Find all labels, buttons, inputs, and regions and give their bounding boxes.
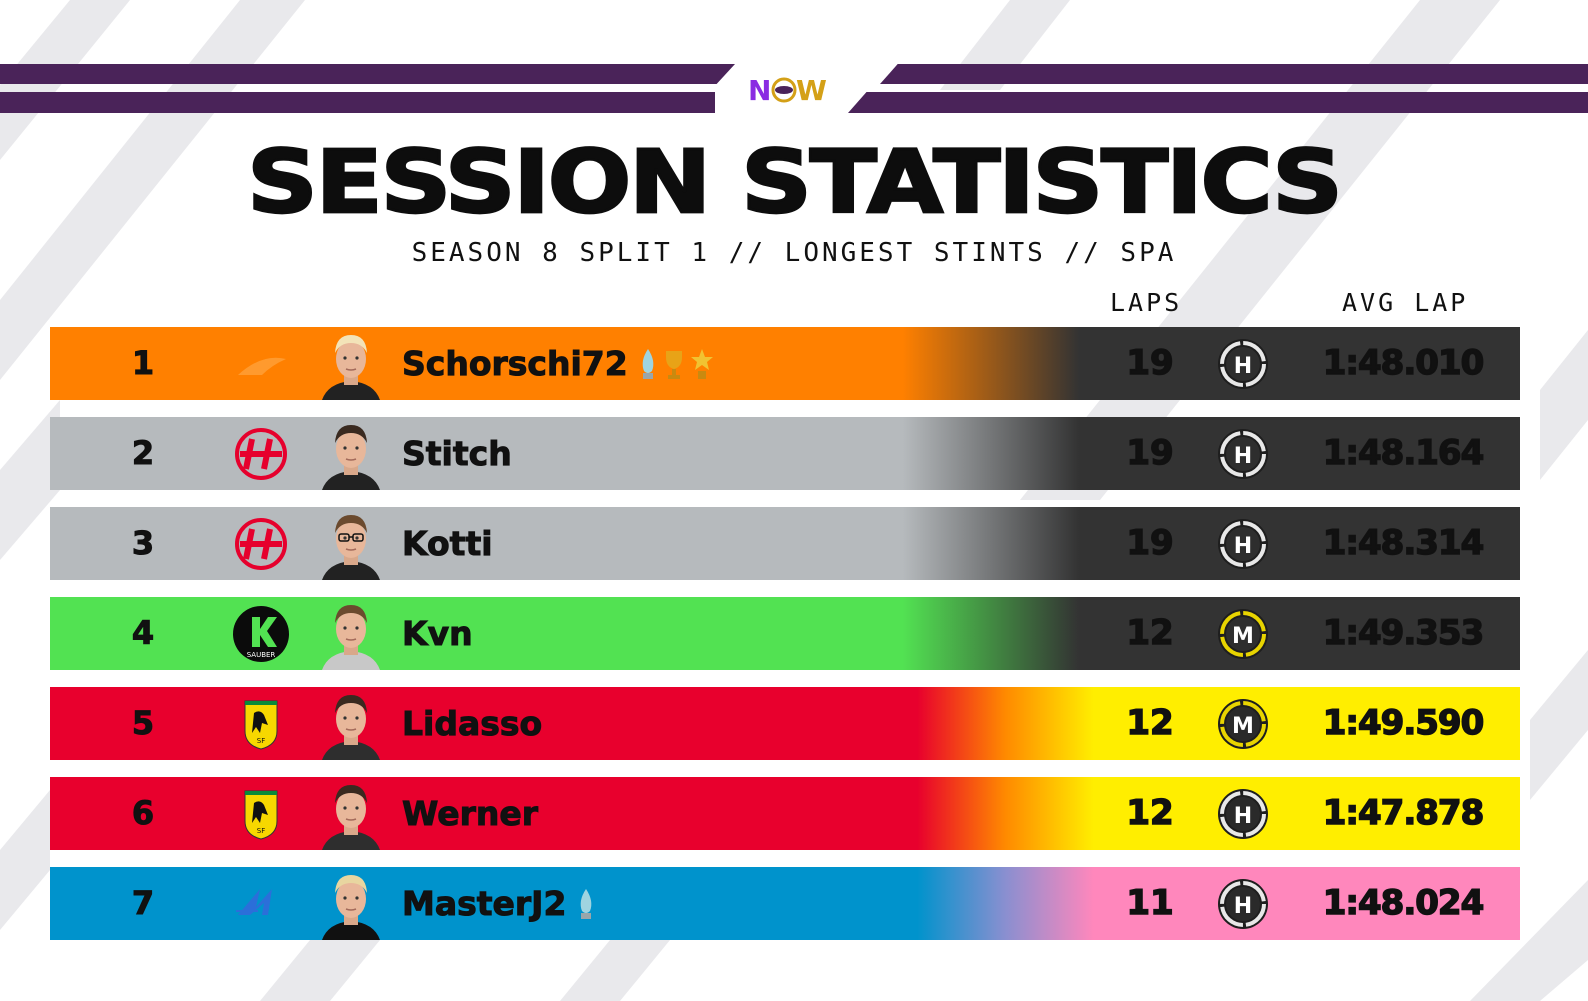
driver-name: MasterJ2 (401, 884, 567, 924)
haas-logo-icon (232, 515, 290, 573)
star-trophy-icon (690, 347, 714, 385)
header-band-right-bottom (848, 92, 1588, 113)
position-number: 7 (131, 884, 155, 923)
position-number: 3 (131, 524, 155, 563)
laps-value: 19 (1126, 342, 1175, 384)
hard-tyre-icon: H (1216, 517, 1270, 571)
now-logo: N W (748, 70, 838, 110)
avg-lap-value: 1:49.353 (1322, 612, 1485, 654)
driver-avatar (318, 327, 384, 400)
drop-trophy-icon (638, 347, 658, 385)
driver-avatar (318, 777, 384, 850)
laps-value: 19 (1126, 522, 1175, 564)
hard-tyre-icon: H (1216, 877, 1270, 931)
driver-name: Schorschi72 (402, 344, 629, 384)
driver-name: Kotti (402, 524, 494, 564)
sauber-logo-icon: SAUBER (232, 605, 290, 663)
driver-name: Werner (401, 794, 539, 834)
trophy-icon (662, 347, 686, 385)
hard-tyre-icon: H (1216, 337, 1270, 391)
laps-value: 11 (1126, 882, 1175, 924)
standings-row: 4 SAUBER Kvn 12 M 1:49.353 (50, 597, 1520, 670)
ferrari-logo-icon: SF (232, 695, 290, 753)
driver-name: Kvn (402, 614, 474, 654)
svg-text:SAUBER: SAUBER (247, 651, 276, 659)
page-subtitle: SEASON 8 SPLIT 1 // LONGEST STINTS // SP… (411, 238, 1177, 268)
laps-column-header: LAPS (1110, 288, 1183, 317)
hard-tyre-icon: H (1216, 787, 1270, 841)
laps-value: 12 (1126, 792, 1175, 834)
svg-text:M: M (1232, 624, 1254, 649)
standings-row: 3 Kotti 19 H 1:48.314 (50, 507, 1520, 580)
standings-row: 6 SF Werner 12 H 1:47.878 (50, 777, 1520, 850)
standings-row: 7 MasterJ2 11 H 1:48.024 (50, 867, 1520, 940)
svg-text:N: N (748, 74, 770, 107)
svg-text:H: H (1234, 894, 1252, 919)
position-number: 6 (131, 794, 155, 833)
standings-row: 5 SF Lidasso 12 M 1:49.590 (50, 687, 1520, 760)
position-number: 4 (131, 614, 155, 653)
driver-avatar (318, 687, 384, 760)
avg-lap-column-header: AVG LAP (1342, 288, 1469, 317)
avg-lap-value: 1:48.164 (1322, 432, 1485, 474)
svg-text:H: H (1234, 354, 1252, 379)
now-logo-icon: N W (748, 74, 828, 107)
driver-avatar (318, 417, 384, 490)
haas-logo-icon (232, 425, 290, 483)
svg-text:SF: SF (257, 827, 265, 835)
header-band-left-top (0, 64, 735, 84)
svg-text:M: M (1232, 714, 1254, 739)
driver-name: Stitch (402, 434, 513, 474)
position-number: 1 (131, 344, 155, 383)
avg-lap-value: 1:47.878 (1322, 792, 1485, 834)
svg-text:H: H (1234, 804, 1252, 829)
laps-value: 12 (1126, 702, 1175, 744)
avg-lap-value: 1:48.314 (1322, 522, 1485, 564)
header-band-right-top (880, 64, 1588, 84)
drop-trophy-icon (576, 887, 596, 925)
position-number: 5 (131, 704, 155, 743)
alpine-logo-icon (232, 875, 290, 933)
avg-lap-value: 1:48.010 (1322, 342, 1485, 384)
ferrari-logo-icon: SF (232, 785, 290, 843)
header-band-left-bottom (0, 92, 715, 113)
svg-text:SF: SF (257, 737, 265, 745)
medium-tyre-icon: M (1216, 697, 1270, 751)
svg-text:H: H (1234, 534, 1252, 559)
standings-row: 1 Schorschi72 19 H 1:48.010 (50, 327, 1520, 400)
driver-name: Lidasso (401, 704, 543, 744)
page-title: SESSION STATISTICS (246, 132, 1345, 234)
medium-tyre-icon: M (1216, 607, 1270, 661)
driver-awards (638, 347, 718, 381)
standings-row: 2 Stitch 19 H 1:48.164 (50, 417, 1520, 490)
mclaren-swoosh-icon (232, 335, 290, 393)
driver-avatar (318, 867, 384, 940)
laps-value: 19 (1126, 432, 1175, 474)
avg-lap-value: 1:48.024 (1322, 882, 1485, 924)
position-number: 2 (131, 434, 155, 473)
driver-avatar (318, 507, 384, 580)
avg-lap-value: 1:49.590 (1322, 702, 1485, 744)
driver-avatar (318, 597, 384, 670)
driver-awards (576, 887, 600, 921)
svg-text:H: H (1234, 444, 1252, 469)
laps-value: 12 (1126, 612, 1175, 654)
standings-table: 1 Schorschi72 19 H 1:48.010 2 Stitch 19 H 1:48.16… (50, 327, 1520, 957)
svg-text:W: W (796, 74, 827, 107)
hard-tyre-icon: H (1216, 427, 1270, 481)
